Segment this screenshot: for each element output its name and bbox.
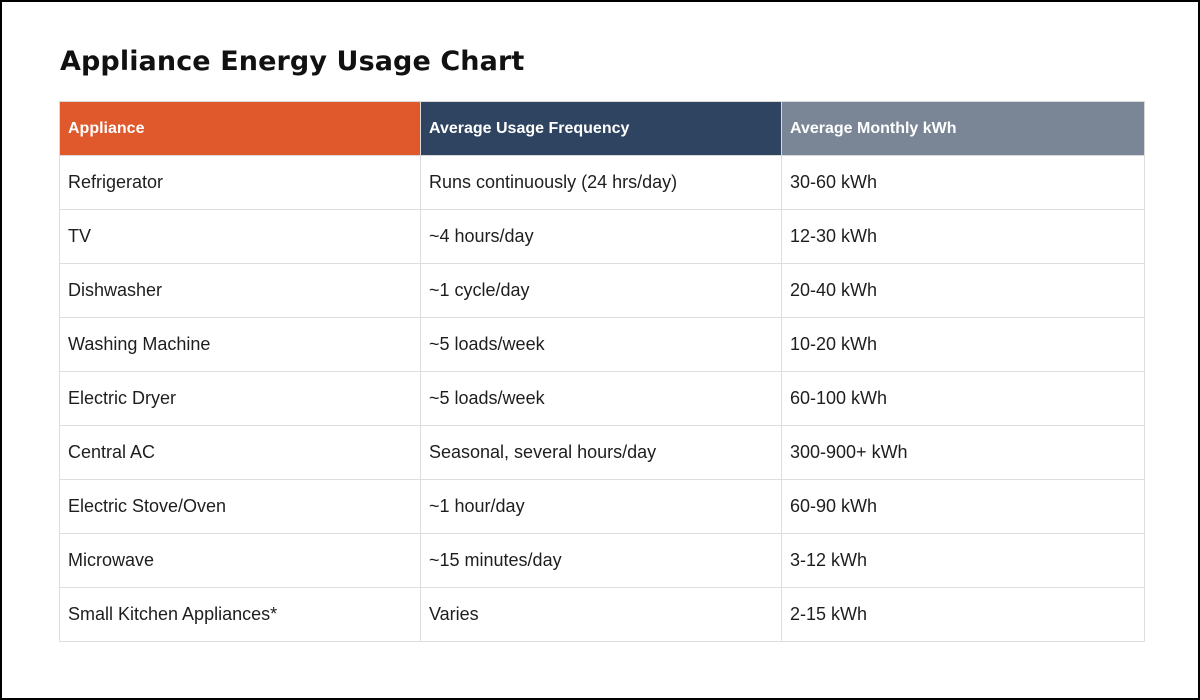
cell-usage-frequency: ~5 loads/week	[420, 371, 782, 426]
cell-appliance: Electric Stove/Oven	[59, 479, 421, 534]
table-body: Refrigerator Runs continuously (24 hrs/d…	[59, 155, 1145, 642]
cell-appliance: Washing Machine	[59, 317, 421, 372]
table-header: Appliance Average Usage Frequency Averag…	[59, 101, 1145, 156]
cell-usage-frequency: ~15 minutes/day	[420, 533, 782, 588]
column-header-usage-frequency: Average Usage Frequency	[420, 101, 782, 156]
cell-usage-frequency: Seasonal, several hours/day	[420, 425, 782, 480]
cell-appliance: Microwave	[59, 533, 421, 588]
cell-usage-frequency: Runs continuously (24 hrs/day)	[420, 155, 782, 210]
cell-monthly-kwh: 10-20 kWh	[781, 317, 1145, 372]
cell-monthly-kwh: 12-30 kWh	[781, 209, 1145, 264]
cell-monthly-kwh: 300-900+ kWh	[781, 425, 1145, 480]
header-row: Appliance Average Usage Frequency Averag…	[59, 101, 1145, 156]
cell-appliance: Electric Dryer	[59, 371, 421, 426]
cell-monthly-kwh: 60-90 kWh	[781, 479, 1145, 534]
cell-usage-frequency: ~1 hour/day	[420, 479, 782, 534]
table-row: Refrigerator Runs continuously (24 hrs/d…	[59, 155, 1145, 210]
column-header-monthly-kwh: Average Monthly kWh	[781, 101, 1145, 156]
table-row: TV ~4 hours/day 12-30 kWh	[59, 209, 1145, 264]
cell-usage-frequency: ~5 loads/week	[420, 317, 782, 372]
cell-monthly-kwh: 60-100 kWh	[781, 371, 1145, 426]
cell-usage-frequency: ~1 cycle/day	[420, 263, 782, 318]
cell-appliance: TV	[59, 209, 421, 264]
cell-usage-frequency: ~4 hours/day	[420, 209, 782, 264]
table-row: Electric Stove/Oven ~1 hour/day 60-90 kW…	[59, 479, 1145, 534]
column-header-appliance: Appliance	[59, 101, 421, 156]
table-row: Dishwasher ~1 cycle/day 20-40 kWh	[59, 263, 1145, 318]
cell-monthly-kwh: 20-40 kWh	[781, 263, 1145, 318]
cell-appliance: Central AC	[59, 425, 421, 480]
cell-appliance: Small Kitchen Appliances*	[59, 587, 421, 642]
table-row: Central AC Seasonal, several hours/day 3…	[59, 425, 1145, 480]
cell-monthly-kwh: 2-15 kWh	[781, 587, 1145, 642]
cell-usage-frequency: Varies	[420, 587, 782, 642]
cell-monthly-kwh: 30-60 kWh	[781, 155, 1145, 210]
cell-monthly-kwh: 3-12 kWh	[781, 533, 1145, 588]
cell-appliance: Dishwasher	[59, 263, 421, 318]
page-title: Appliance Energy Usage Chart	[60, 46, 525, 77]
table-row: Electric Dryer ~5 loads/week 60-100 kWh	[59, 371, 1145, 426]
energy-usage-table: Appliance Average Usage Frequency Averag…	[59, 101, 1145, 642]
table-row: Microwave ~15 minutes/day 3-12 kWh	[59, 533, 1145, 588]
table-row: Washing Machine ~5 loads/week 10-20 kWh	[59, 317, 1145, 372]
cell-appliance: Refrigerator	[59, 155, 421, 210]
table-row: Small Kitchen Appliances* Varies 2-15 kW…	[59, 587, 1145, 642]
